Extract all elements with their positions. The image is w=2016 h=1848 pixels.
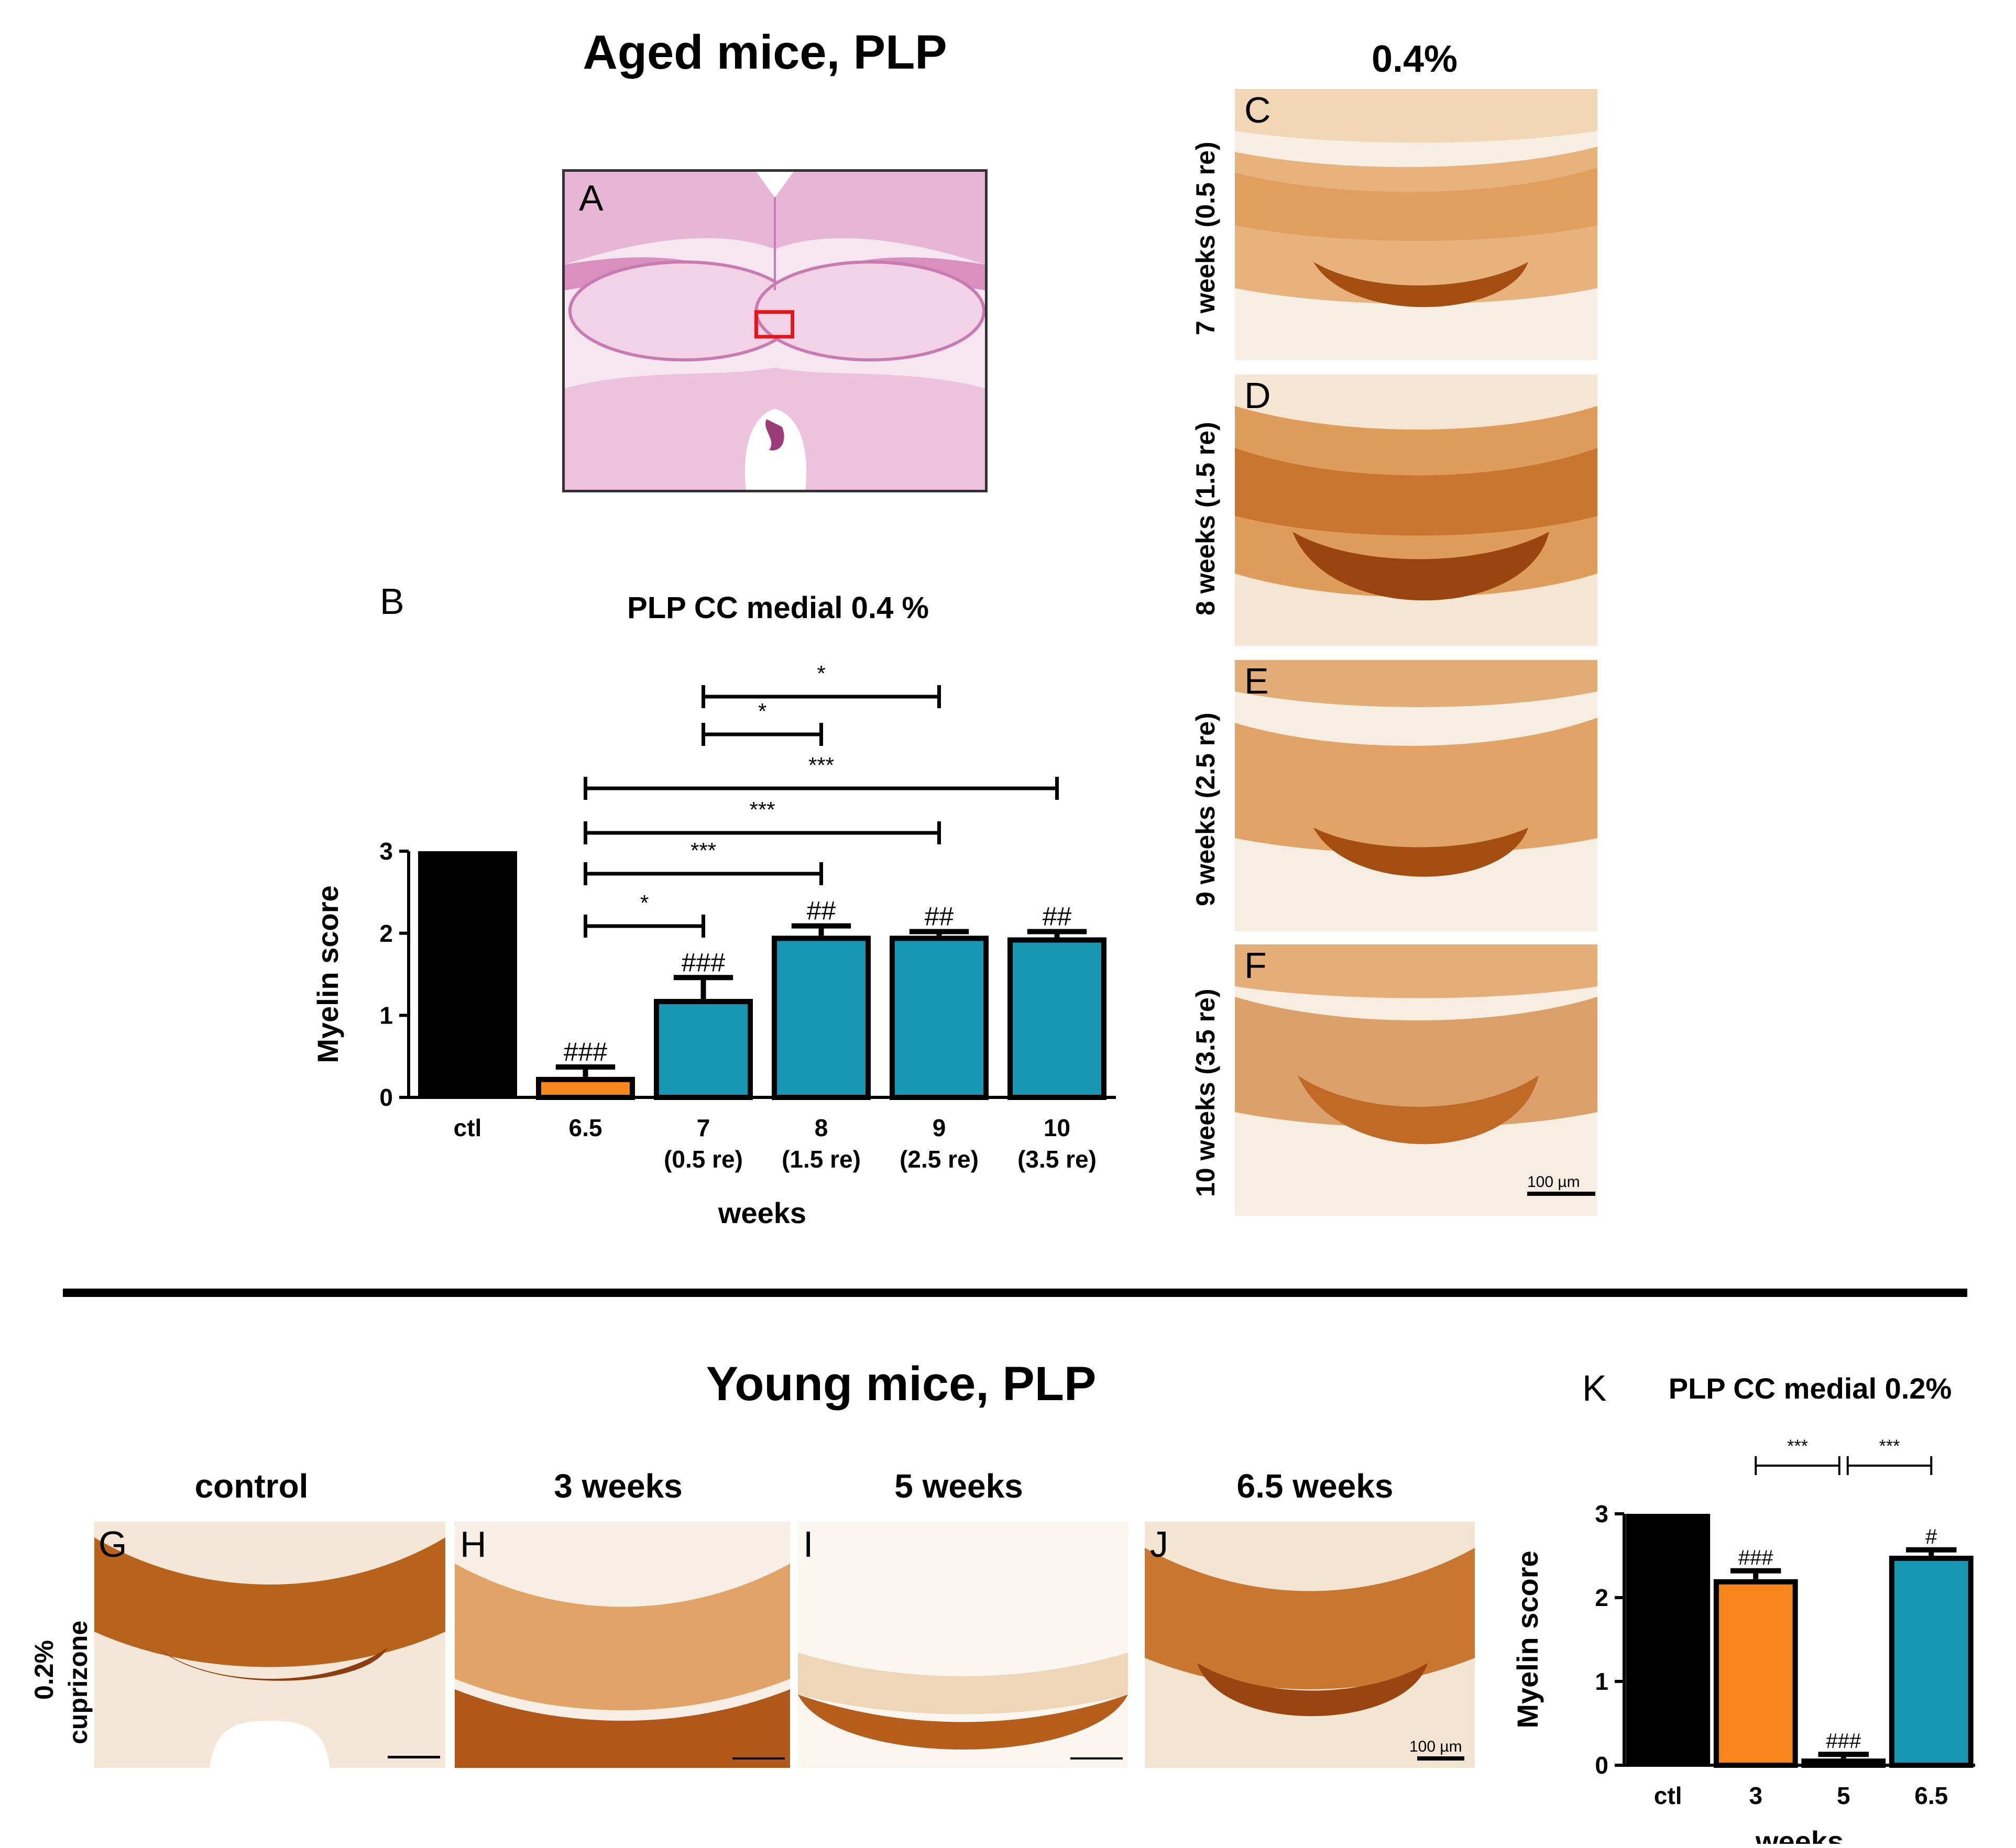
x-tick-label: 6.5 — [1914, 1782, 1948, 1809]
panel-i-title: 5 weeks — [894, 1467, 1023, 1505]
y-tick-label: 1 — [1595, 1668, 1608, 1695]
bar-7 — [654, 999, 753, 1100]
x-tick-label: 5 — [1837, 1782, 1850, 1809]
micrograph-c — [1235, 89, 1597, 360]
x-tick-label: 9 — [933, 1114, 946, 1141]
x-axis-label: weeks — [718, 1196, 806, 1229]
micrograph-i — [798, 1522, 1128, 1768]
panel-g-label: G — [98, 1524, 127, 1565]
side-label-cuprizone: cuprizone — [63, 1620, 93, 1744]
micrograph-d — [1235, 375, 1597, 646]
comparison-label: *** — [808, 753, 834, 777]
comparison-label: *** — [691, 838, 716, 863]
scale-bar-label-j: 100 µm — [1409, 1738, 1462, 1755]
significance-mark: # — [1925, 1525, 1937, 1548]
chart-b-myelin-score: PLP CC medial 0.4 % 0 1 2 3 Myelin score ctl ##… — [311, 591, 1116, 1229]
micrograph-g — [94, 1522, 445, 1768]
panel-k-label: K — [1582, 1368, 1607, 1409]
comparison-label: *** — [749, 797, 775, 822]
x-tick-label: 10 — [1044, 1114, 1070, 1141]
row-label-8-weeks: 8 weeks (1.5 re) — [1191, 422, 1220, 615]
aged-mice-title: Aged mice, PLP — [583, 26, 947, 79]
panel-j-title: 6.5 weeks — [1236, 1467, 1394, 1505]
comparison-label: * — [758, 699, 766, 723]
comparison-label: *** — [1787, 1436, 1808, 1456]
bar-3 — [1713, 1579, 1798, 1768]
micrograph-f — [1235, 944, 1597, 1216]
micrograph-e — [1235, 660, 1597, 931]
significance-mark: ### — [1738, 1546, 1773, 1569]
panel-e-label: E — [1244, 661, 1269, 701]
x-tick-label: 3 — [1749, 1782, 1762, 1809]
x-tick-sublabel: (3.5 re) — [1017, 1146, 1097, 1173]
x-tick-sublabel: (1.5 re) — [782, 1146, 861, 1173]
micrograph-j — [1145, 1522, 1475, 1768]
panel-d-label: D — [1244, 375, 1271, 416]
row-label-10-weeks: 10 weeks (3.5 re) — [1191, 988, 1220, 1197]
scale-bar-label-f: 100 µm — [1527, 1173, 1580, 1191]
y-tick-label: 2 — [379, 920, 393, 947]
panel-i-label: I — [803, 1524, 814, 1565]
right-column-title: 0.4% — [1371, 38, 1458, 80]
y-tick-label: 3 — [379, 838, 393, 865]
bar-ctl — [418, 851, 517, 1097]
bar-9 — [890, 936, 989, 1100]
significance-mark: ### — [1826, 1730, 1861, 1753]
panel-b-label: B — [380, 581, 404, 622]
panel-f-label: F — [1244, 945, 1267, 986]
significance-mark: ### — [564, 1037, 608, 1066]
significance-mark: ## — [1043, 902, 1072, 931]
panel-g-title: control — [194, 1467, 309, 1505]
chart-title: PLP CC medial 0.2% — [1669, 1372, 1952, 1405]
significance-mark: ## — [925, 902, 954, 931]
section-divider — [63, 1289, 1967, 1297]
side-label-concentration: 0.2% — [29, 1640, 59, 1700]
x-tick-label: 7 — [697, 1114, 710, 1141]
comparison-label: *** — [1879, 1436, 1900, 1456]
x-tick-label: 8 — [815, 1114, 828, 1141]
y-tick-label: 3 — [1595, 1500, 1608, 1527]
bar-10 — [1007, 937, 1106, 1100]
y-axis-label: Myelin score — [1511, 1550, 1544, 1728]
x-axis-label: weeks — [1755, 1825, 1844, 1844]
row-label-7-weeks: 7 weeks (0.5 re) — [1191, 141, 1220, 335]
panel-c-label: C — [1244, 90, 1271, 130]
significance-mark: ## — [807, 896, 836, 926]
y-axis-label: Myelin score — [311, 885, 344, 1063]
bar-ctl — [1626, 1514, 1711, 1765]
x-tick-label: ctl — [454, 1114, 482, 1141]
x-tick-sublabel: (2.5 re) — [900, 1146, 979, 1173]
young-mice-title: Young mice, PLP — [706, 1357, 1097, 1411]
panel-h-title: 3 weeks — [554, 1467, 683, 1505]
row-label-9-weeks: 9 weeks (2.5 re) — [1191, 712, 1220, 906]
micrograph-h — [455, 1522, 790, 1768]
y-tick-label: 0 — [1595, 1752, 1608, 1779]
comparison-label: * — [640, 890, 649, 915]
panel-a-label: A — [579, 178, 604, 218]
bar-6.5 — [536, 1076, 635, 1100]
panel-h-label: H — [460, 1524, 487, 1565]
x-tick-sublabel: (0.5 re) — [664, 1146, 743, 1173]
x-tick-label: 6.5 — [569, 1114, 602, 1141]
y-tick-label: 0 — [379, 1084, 393, 1111]
y-tick-label: 2 — [1595, 1584, 1608, 1611]
x-tick-label: ctl — [1654, 1782, 1682, 1809]
panel-j-label: J — [1150, 1524, 1168, 1565]
significance-mark: ### — [682, 948, 726, 977]
comparison-label: * — [817, 661, 825, 686]
bar-6.5 — [1889, 1556, 1974, 1768]
chart-title: PLP CC medial 0.4 % — [627, 591, 929, 625]
bar-5 — [1801, 1758, 1886, 1768]
bar-8 — [772, 936, 871, 1100]
panel-a-he-image — [562, 169, 988, 492]
y-tick-label: 1 — [379, 1002, 393, 1029]
